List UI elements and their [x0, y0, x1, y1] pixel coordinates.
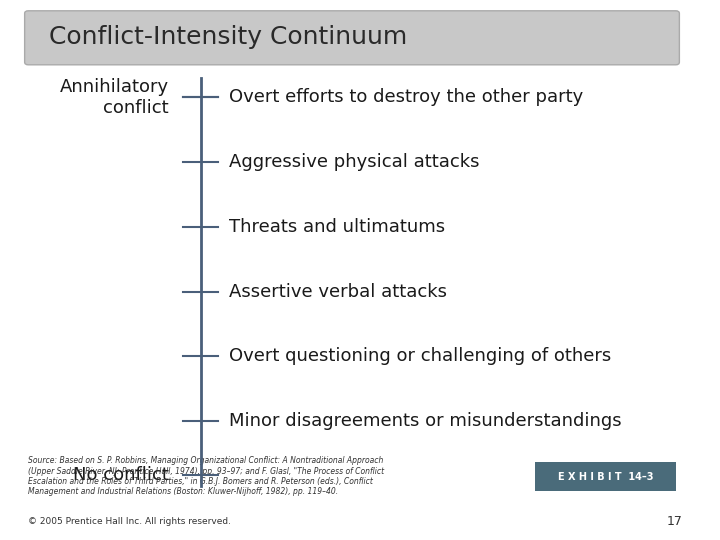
Text: Source: Based on S. P. Robbins, Managing Organizational Conflict: A Nontradition: Source: Based on S. P. Robbins, Managing… — [28, 456, 384, 496]
Text: Aggressive physical attacks: Aggressive physical attacks — [229, 153, 480, 171]
Text: Minor disagreements or misunderstandings: Minor disagreements or misunderstandings — [229, 412, 621, 430]
Text: E X H I B I T  14–3: E X H I B I T 14–3 — [558, 471, 653, 482]
FancyBboxPatch shape — [24, 11, 680, 65]
Text: No conflict: No conflict — [73, 466, 169, 484]
Text: Conflict-Intensity Continuum: Conflict-Intensity Continuum — [49, 25, 408, 49]
Text: Overt efforts to destroy the other party: Overt efforts to destroy the other party — [229, 88, 583, 106]
Text: 17: 17 — [667, 515, 683, 528]
FancyBboxPatch shape — [535, 462, 676, 491]
Text: Annihilatory
conflict: Annihilatory conflict — [60, 78, 169, 117]
Text: Assertive verbal attacks: Assertive verbal attacks — [229, 282, 447, 301]
Text: © 2005 Prentice Hall Inc. All rights reserved.: © 2005 Prentice Hall Inc. All rights res… — [28, 517, 231, 525]
Text: Threats and ultimatums: Threats and ultimatums — [229, 218, 445, 236]
Text: Overt questioning or challenging of others: Overt questioning or challenging of othe… — [229, 347, 611, 366]
